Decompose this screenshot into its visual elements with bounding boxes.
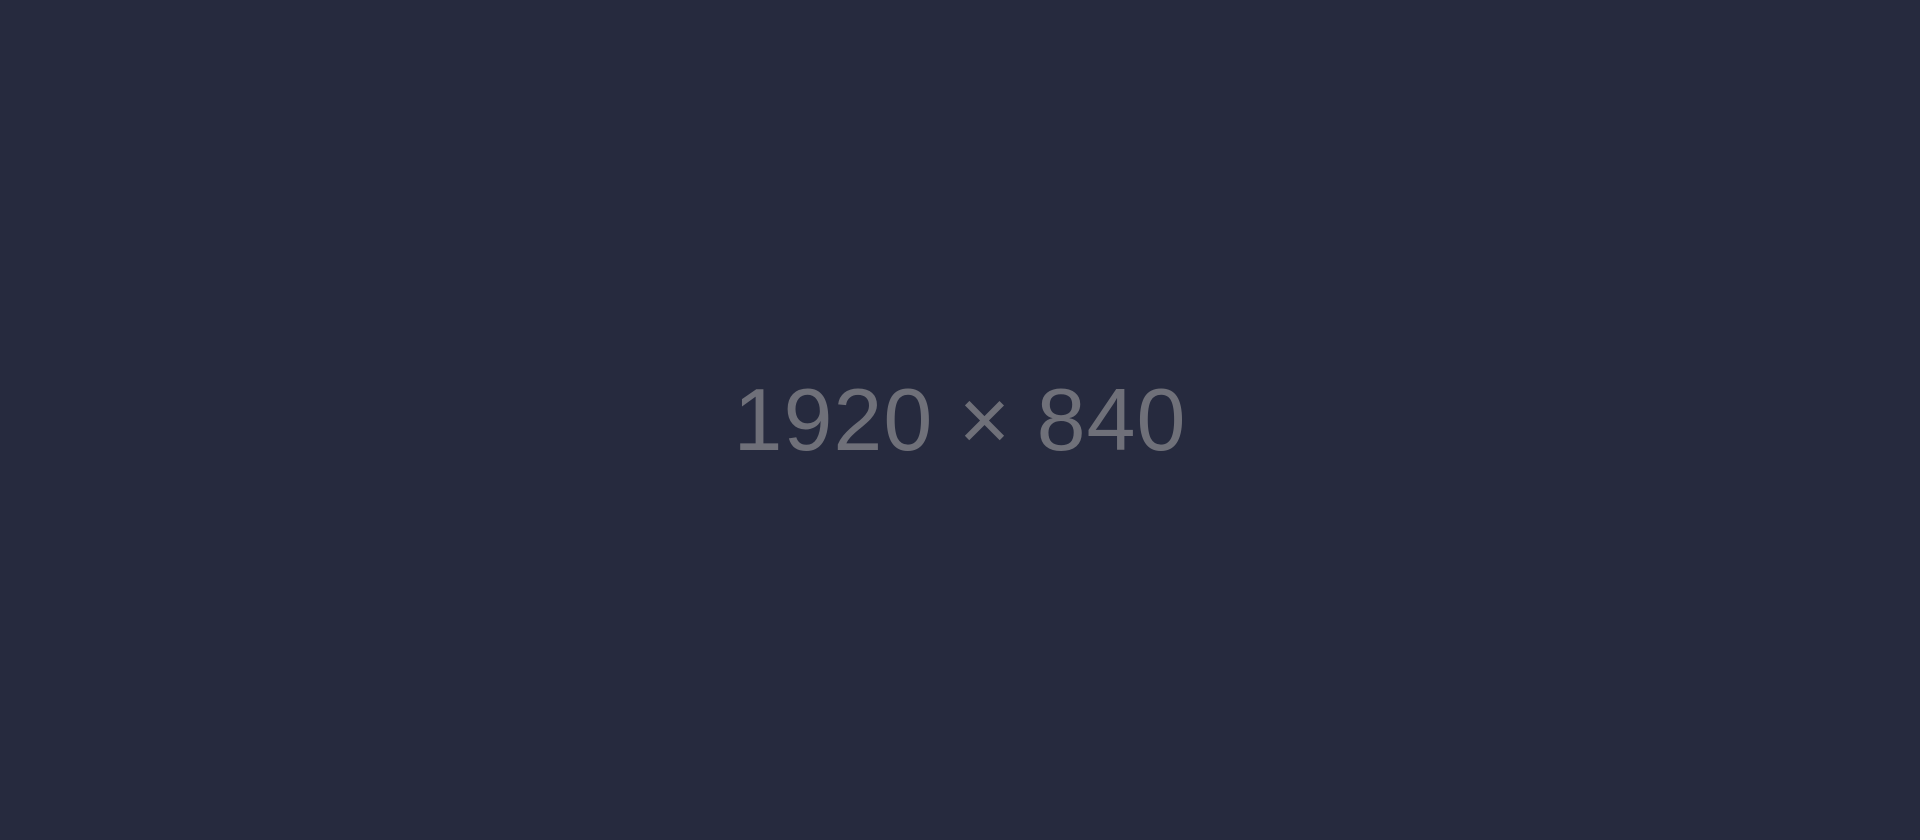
dimension-label: 1920 × 840 <box>733 370 1187 469</box>
